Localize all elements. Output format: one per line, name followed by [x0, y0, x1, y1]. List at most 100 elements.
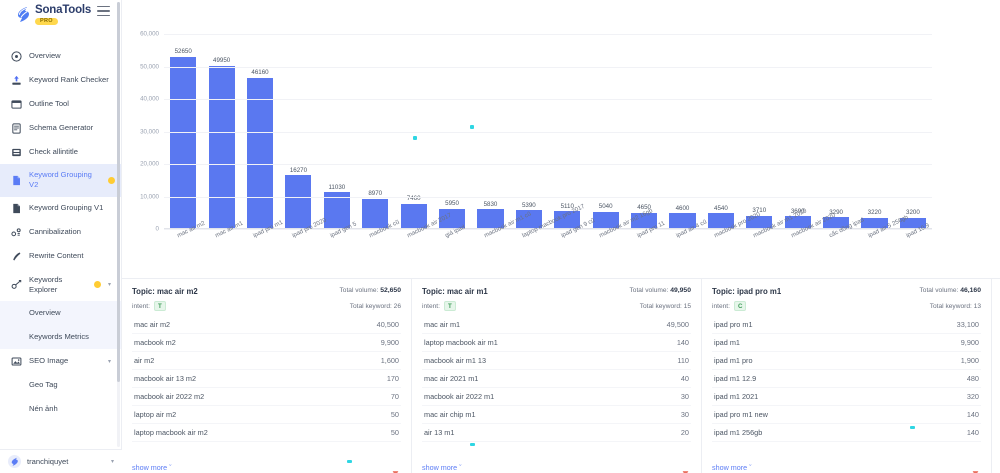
chevron-down-icon[interactable]: ▾: [107, 282, 111, 289]
show-more-button[interactable]: show more ˇ: [422, 463, 462, 472]
sidebar-item-seo-image[interactable]: SEO Image ▾: [0, 349, 121, 373]
keyword-row[interactable]: ipad m1 2021 320: [712, 388, 981, 406]
sidebar-item-overview[interactable]: Overview: [0, 44, 121, 68]
sidebar-item-outline-tool[interactable]: Outline Tool: [0, 92, 121, 116]
chart-bar-column[interactable]: 3200: [894, 34, 932, 228]
chevron-down-icon[interactable]: ▾: [107, 358, 111, 365]
sidebar-item-rewrite-content[interactable]: Rewrite Content: [0, 245, 121, 269]
keyword-row[interactable]: ipad pro m1 33,100: [712, 316, 981, 334]
keyword-row[interactable]: ipad m1 12.9 480: [712, 370, 981, 388]
keyword-row[interactable]: ipad m1 9,900: [712, 334, 981, 352]
sidebar-item-check-allintitle[interactable]: Check allintitle: [0, 140, 121, 164]
keyword-row[interactable]: air 13 m1 20: [422, 424, 691, 442]
sidebar-item-keyword-grouping-v1[interactable]: Keyword Grouping V1: [0, 197, 121, 221]
chart-bar-column[interactable]: 3710: [740, 34, 778, 228]
keyword-row[interactable]: laptop macbook air m2 50: [132, 424, 401, 442]
chart-bar[interactable]: [515, 210, 542, 228]
keyword-row[interactable]: macbook air 13 m2 170: [132, 370, 401, 388]
chart-bar[interactable]: [631, 212, 658, 228]
chart-gridline: [164, 34, 932, 35]
chart-bar-column[interactable]: 16270: [279, 34, 317, 228]
chart-bar-value-label: 3690: [790, 207, 805, 215]
trash-icon[interactable]: [972, 464, 979, 473]
chart-bar[interactable]: [400, 203, 427, 228]
total-volume-value: 52,650: [380, 287, 401, 294]
keyword-row[interactable]: ipad m1 256gb 140: [712, 424, 981, 442]
keyword-row[interactable]: mac air chip m1 30: [422, 406, 691, 424]
sidebar-item-keyword-grouping-v2[interactable]: Keyword Grouping V2: [0, 164, 121, 197]
intent-chip[interactable]: C: [733, 301, 747, 311]
show-more-button[interactable]: show more ˇ: [712, 463, 752, 472]
chevron-down-icon[interactable]: ▾: [110, 459, 114, 465]
chart-bar-column[interactable]: 49950: [202, 34, 240, 228]
chart-bar-column[interactable]: 8970: [356, 34, 394, 228]
brand[interactable]: SonaTools PRO: [0, 0, 121, 30]
chart-bar-column[interactable]: 4600: [663, 34, 701, 228]
keyword-list: mac air m2 40,500 macbook m2 9,900 air m2 1,6…: [132, 316, 401, 442]
keyword-row[interactable]: mac air m2 40,500: [132, 316, 401, 334]
chart-bar-column[interactable]: 5950: [433, 34, 471, 228]
chart-bar[interactable]: [707, 213, 734, 228]
sidebar-item-schema-generator[interactable]: Schema Generator: [0, 116, 121, 140]
keyword-row[interactable]: laptop macbook air m1 140: [422, 334, 691, 352]
chart-bar[interactable]: [554, 211, 581, 228]
chart-bar[interactable]: [669, 213, 696, 228]
sidebar-scrollbar-thumb[interactable]: [117, 2, 120, 382]
trash-icon[interactable]: [392, 464, 399, 473]
chart-bar-column[interactable]: 11030: [318, 34, 356, 228]
chart-bar-column[interactable]: 5110: [548, 34, 586, 228]
chart-bar[interactable]: [861, 217, 888, 228]
keyword-volume: 30: [680, 410, 689, 419]
chart-bar-column[interactable]: 4540: [702, 34, 740, 228]
keyword-row[interactable]: macbook air m1 13 110: [422, 352, 691, 370]
keyword-row[interactable]: mac air m1 49,500: [422, 316, 691, 334]
chart-bar[interactable]: [170, 56, 197, 228]
chart-bar-column[interactable]: 5390: [510, 34, 548, 228]
sidebar-item-keyword-rank-checker[interactable]: Keyword Rank Checker: [0, 68, 121, 92]
intent-chip[interactable]: T: [153, 301, 166, 311]
intent-chip[interactable]: T: [443, 301, 456, 311]
chart-bar-column[interactable]: 3220: [855, 34, 893, 228]
keyword-row[interactable]: laptop air m2 50: [132, 406, 401, 424]
keyword-row[interactable]: ipad pro m1 new 140: [712, 406, 981, 424]
chart-bar[interactable]: [477, 209, 504, 228]
keyword-row[interactable]: mac air 2021 m1 40: [422, 370, 691, 388]
chart-bar-column[interactable]: 7460: [394, 34, 432, 228]
sidebar-scrollbar[interactable]: [117, 2, 120, 447]
hamburger-icon[interactable]: [97, 6, 110, 17]
chart-bar[interactable]: [362, 198, 389, 228]
chart-bar-column[interactable]: 4650: [625, 34, 663, 228]
user-account-bar[interactable]: tranchiquyet ▾: [0, 449, 122, 473]
chart-bar[interactable]: [323, 192, 350, 228]
chart-bar-column[interactable]: 5040: [586, 34, 624, 228]
chart-bar[interactable]: [746, 215, 773, 228]
chart-bar-column[interactable]: 5830: [471, 34, 509, 228]
sidebar-subitem-geo-tag[interactable]: Geo Tag: [0, 373, 121, 397]
sidebar-scroll-area[interactable]: SonaTools PRO Overview: [0, 0, 121, 449]
chart-bar[interactable]: [438, 208, 466, 228]
chart-gridline: [164, 131, 932, 133]
sidebar-item-cannibalization[interactable]: Cannibalization: [0, 221, 121, 245]
chart-bar-column[interactable]: 3290: [817, 34, 855, 228]
keyword-row[interactable]: ipad m1 pro 1,900: [712, 352, 981, 370]
trash-icon[interactable]: [682, 464, 689, 473]
keyword-row[interactable]: macbook air 2022 m1 30: [422, 388, 691, 406]
keyword-row[interactable]: macbook m2 9,900: [132, 334, 401, 352]
chart-bar[interactable]: [899, 217, 926, 228]
chart-bar-column[interactable]: 46160: [241, 34, 279, 228]
sidebar-subitem-overview[interactable]: Overview: [0, 301, 121, 325]
chart-bar[interactable]: [285, 175, 312, 228]
sidebar-item-keywords-explorer[interactable]: Keywords Explorer ▾: [0, 269, 121, 302]
chart-bar-column[interactable]: 52650: [164, 34, 202, 228]
keyword-row[interactable]: air m2 1,600: [132, 352, 401, 370]
chart-bar[interactable]: [208, 65, 235, 228]
chart-bar[interactable]: [823, 217, 850, 228]
chart-bar[interactable]: [784, 216, 811, 228]
sidebar-subitem-keywords-metrics[interactable]: Keywords Metrics: [0, 325, 121, 349]
keyword-row[interactable]: macbook air 2022 m2 70: [132, 388, 401, 406]
chart-bar[interactable]: [246, 77, 274, 228]
show-more-button[interactable]: show more ˇ: [132, 463, 172, 472]
sidebar-subitem-nen-anh[interactable]: Nén ảnh: [0, 397, 121, 421]
chart-bar-column[interactable]: 3690: [779, 34, 817, 228]
chart-bar[interactable]: [592, 211, 619, 228]
